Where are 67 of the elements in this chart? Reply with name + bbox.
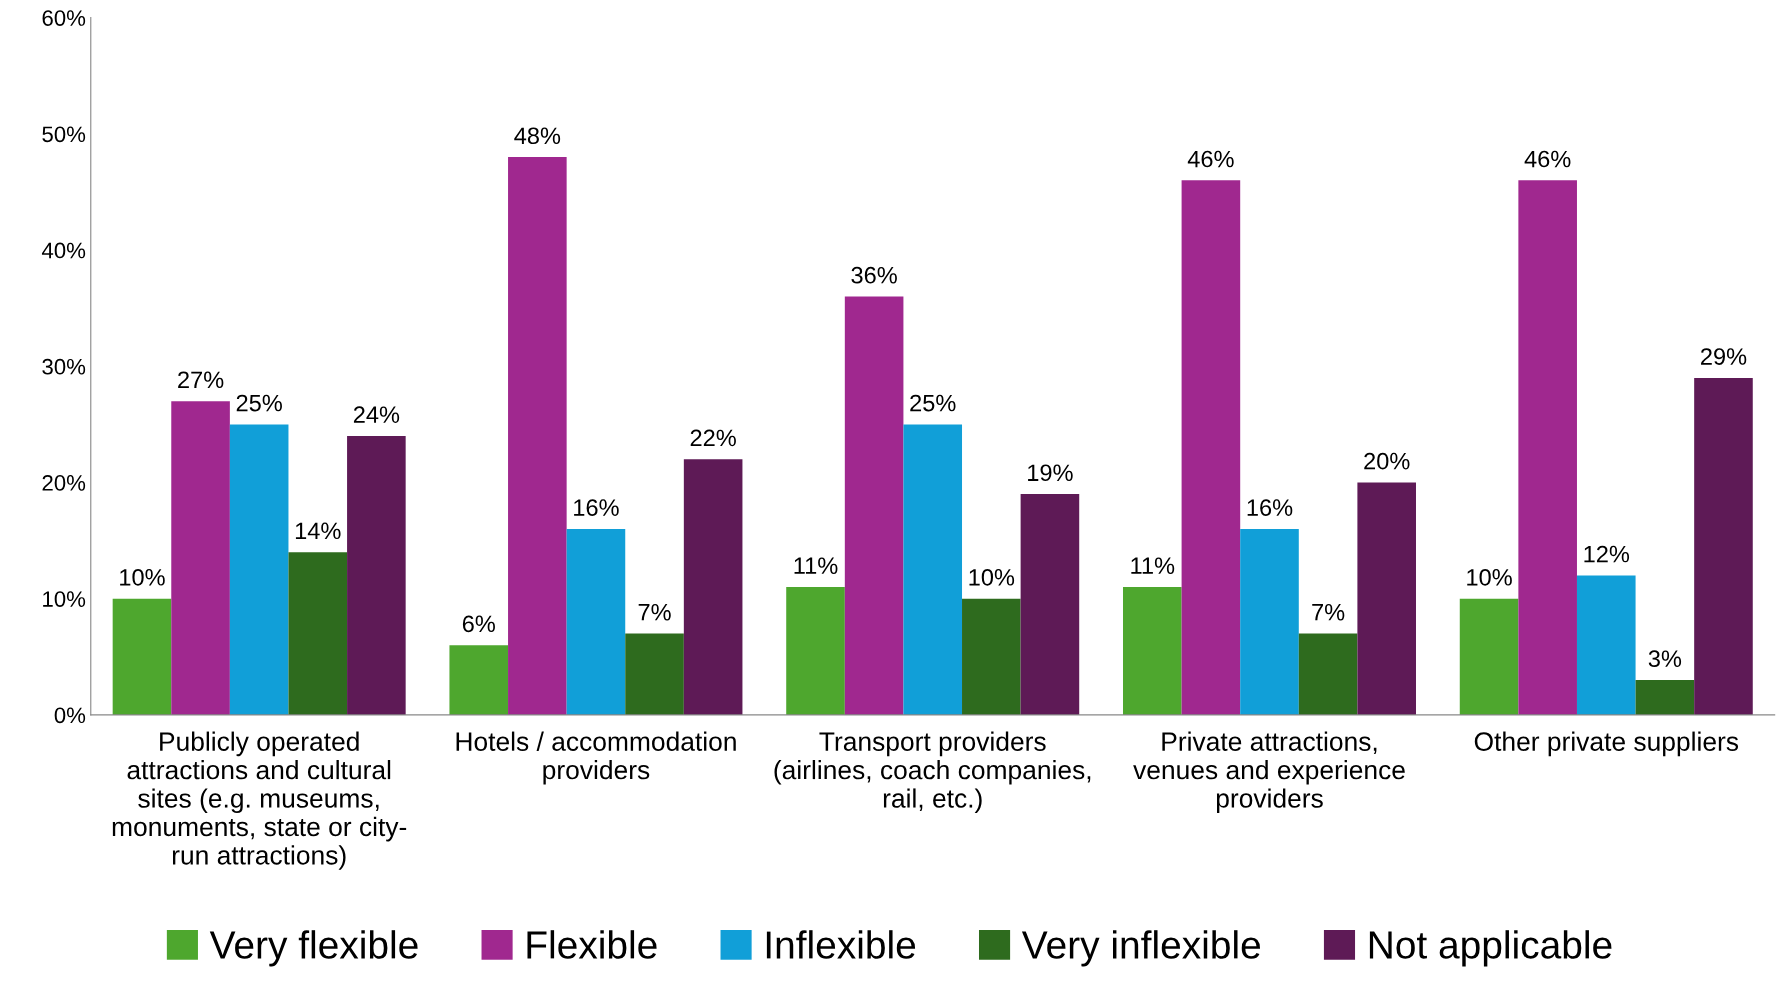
bar [1635,680,1695,715]
y-tick-label: 60% [42,10,86,26]
bar [1123,587,1182,715]
bar [288,552,348,715]
data-label: 16% [574,499,619,516]
data-label: 22% [690,429,736,447]
y-tick-label: 40% [41,242,86,259]
y-tick-label: 30% [42,358,86,375]
data-label: 7% [1312,603,1345,621]
data-label: 10% [1467,568,1512,586]
bar [1357,482,1416,715]
x-tick-label: Other private suppliers [1474,731,1739,757]
data-label: 36% [851,266,897,284]
y-tick-label: 10% [43,591,86,607]
x-tick-label: Publicly operated attractions and cultural sites (e.g. museums, monuments, state or city- run attractions) [112,731,407,870]
bar [112,598,172,715]
bar [347,436,406,715]
bar [844,296,904,715]
bar [683,459,743,715]
bar [625,633,684,715]
y-tick-label: 0% [54,707,86,724]
data-label: 3% [1648,650,1682,668]
data-label: 11% [1131,557,1175,574]
data-label: 10% [969,568,1015,586]
x-tick-label: Private attractions, venues and experience providers [1133,731,1405,814]
data-label: 19% [1028,464,1073,482]
data-label: 25% [910,394,956,412]
bar [962,598,1021,715]
data-label: 11% [794,557,838,574]
data-label: 12% [1584,545,1630,563]
data-label: 48% [514,127,561,145]
bar [566,528,626,715]
bar [1694,377,1753,715]
bar [449,645,509,715]
legend-label: Flexible [527,930,657,959]
legend-label: Not applicable [1369,930,1612,967]
data-label: 6% [462,615,495,633]
bar [1298,633,1358,715]
bar [508,157,567,715]
bar [229,424,289,715]
bar [1181,180,1241,715]
legend-label: Very flexible [209,930,418,967]
bar [1518,180,1577,715]
y-tick-label: 50% [42,126,86,143]
bar [903,424,963,715]
bar [786,587,845,715]
data-label: 27% [178,371,224,389]
bar [171,401,230,715]
bar [1459,598,1519,715]
data-label: 25% [236,394,282,412]
data-label: 7% [638,603,671,621]
legend-label: Very inflexible [1021,930,1260,967]
x-tick-label: Hotels / accommodation providers [456,731,736,785]
bar [1020,494,1080,715]
data-label: 46% [1524,150,1571,168]
legend-label: Inflexible [766,930,916,959]
x-tick-label: Transport providers (airlines, coach companies, rail, etc.) [774,731,1091,813]
data-label: 10% [120,568,165,586]
data-label: 20% [1364,452,1410,470]
data-label: 14% [295,522,341,540]
data-label: 16% [1247,499,1293,516]
y-tick-label: 20% [42,475,86,491]
data-label: 46% [1187,150,1234,168]
data-label: 29% [1701,348,1747,365]
data-label: 24% [353,406,400,423]
bar [1576,575,1636,715]
bar [1240,528,1299,715]
